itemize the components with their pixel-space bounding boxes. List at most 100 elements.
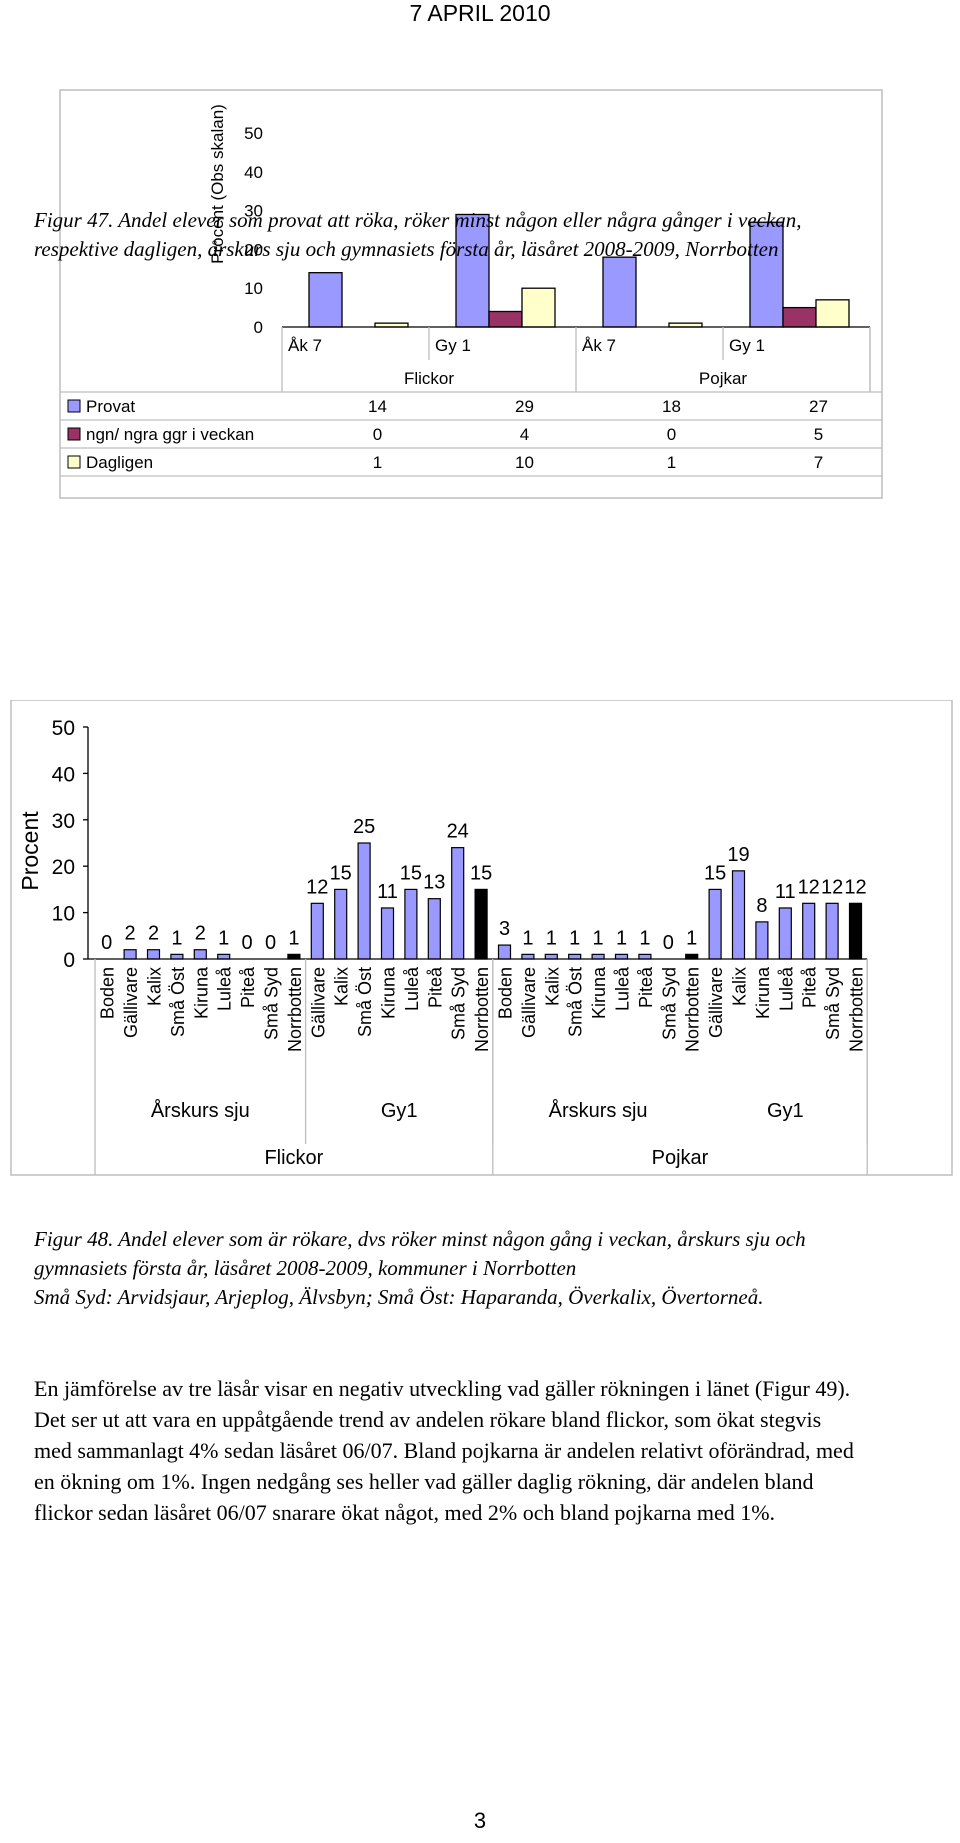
- figure-48-bar: [755, 921, 769, 960]
- figure-48-x-tick: Luleå: [215, 966, 235, 1011]
- figure-48-group-label: Flickor: [264, 1147, 323, 1169]
- figure-48-x-tick: Piteå: [425, 966, 445, 1008]
- figure-48-bar: [217, 953, 231, 960]
- figure-48-x-tick: Norrbotten: [683, 967, 703, 1052]
- figure-47-x-tick: Åk 7: [288, 336, 322, 355]
- figure-47-table-value: 27: [809, 397, 828, 416]
- figure-48-bar: [474, 888, 488, 960]
- figure-47-y-tick: 20: [244, 240, 263, 259]
- figure-47-frame: [59, 89, 883, 499]
- figure-48-bar: [731, 870, 746, 960]
- figure-48-data-label: 2: [125, 923, 136, 945]
- figure-47-y-tick: 10: [244, 279, 263, 298]
- figure-48-data-label: 15: [400, 862, 422, 884]
- figure-48-x-tick: Gällivare: [519, 967, 539, 1038]
- figure-47-legend-label: Provat: [86, 397, 135, 416]
- figure-47-table-value: 10: [515, 453, 534, 472]
- figure-48-data-label: 19: [727, 844, 749, 866]
- figure-48-bar: [708, 888, 722, 960]
- figure-48-data-label: 1: [522, 927, 533, 949]
- figure-48-x-tick: Kiruna: [191, 966, 211, 1019]
- figure-48-x-tick: Små Syd: [823, 967, 843, 1040]
- figure-48-bar: [802, 902, 816, 960]
- figure-48-x-tick: Små Syd: [449, 967, 469, 1040]
- figure-48-bar: [123, 949, 137, 960]
- figure-48-data-label: 11: [377, 881, 398, 903]
- figure-47-bar: [488, 310, 523, 328]
- figure-48-bar: [825, 902, 839, 960]
- figure-47-y-tick: 0: [254, 318, 263, 337]
- figure-47-table-value: 1: [667, 453, 676, 472]
- figure-48-segment-label: Årskurs sju: [549, 1099, 648, 1122]
- figure-48-caption: Figur 48. Andel elever som är rökare, dv…: [34, 1225, 854, 1312]
- figure-47-table-value: 4: [520, 425, 529, 444]
- figure-48-x-tick: Kalix: [542, 967, 562, 1006]
- figure-48-x-tick: Norrbotten: [472, 967, 492, 1052]
- figure-48-data-label: 15: [330, 862, 352, 884]
- figure-48-data-label: 3: [499, 918, 510, 940]
- figure-48-caption-line-2: Små Syd: Arvidsjaur, Arjeplog, Älvsbyn; …: [34, 1285, 764, 1309]
- figure-48-x-tick: Kalix: [730, 967, 750, 1006]
- body-paragraph: En jämförelse av tre läsår visar en nega…: [34, 1376, 854, 1525]
- figure-48-data-label: 1: [686, 927, 697, 949]
- figure-47-bar: [602, 256, 637, 328]
- figure-47-legend-swatch: [67, 455, 81, 469]
- figure-48-data-label: 0: [101, 932, 112, 954]
- figure-48-bar: [568, 953, 582, 960]
- figure-48-bar: [614, 953, 629, 960]
- figure-48-x-tick: Små Syd: [262, 967, 282, 1040]
- figure-48-bar: [404, 888, 418, 960]
- figure-48-data-label: 2: [195, 923, 206, 945]
- figure-48-bar: [638, 953, 652, 960]
- figure-48-x-tick: Piteå: [800, 966, 820, 1008]
- figure-48-bar: [357, 842, 371, 960]
- figure-47-group-label: Pojkar: [699, 369, 748, 388]
- figure-48-bar: [334, 888, 348, 960]
- figure-47-legend-swatch: [67, 427, 81, 441]
- figure-48-data-label: 24: [447, 821, 469, 843]
- figure-47-table-value: 1: [373, 453, 382, 472]
- figure-48-x-tick: Luleå: [776, 966, 796, 1011]
- figure-47-x-tick: Gy 1: [729, 336, 765, 355]
- figure-48-data-label: 13: [423, 872, 445, 894]
- figure-47-table-value: 0: [373, 425, 382, 444]
- figure-48-x-tick: Kalix: [332, 967, 352, 1006]
- figure-48-data-label: 1: [171, 927, 182, 949]
- figure-48-data-label: 12: [821, 876, 843, 898]
- figure-48-x-tick: Boden: [496, 967, 516, 1019]
- figure-47-group-label: Flickor: [404, 369, 454, 388]
- figure-48-x-tick: Norrbotten: [285, 967, 305, 1052]
- figure-48-bar: [170, 953, 184, 960]
- figure-48-y-axis-label: Procent: [17, 811, 43, 891]
- figure-48-x-tick: Boden: [98, 967, 118, 1019]
- figure-48-x-tick: Små Öst: [566, 967, 586, 1037]
- figure-47-bar: [782, 306, 817, 328]
- figure-48-x-tick: Kalix: [145, 967, 165, 1006]
- figure-48-data-label: 12: [306, 876, 328, 898]
- figure-48-data-label: 11: [775, 881, 796, 903]
- figure-48-bar: [848, 902, 863, 960]
- figure-47-caption: Figur 47. Andel elever som provat att rö…: [34, 208, 802, 261]
- figure-48-data-label: 1: [639, 927, 650, 949]
- figure-48-data-label: 15: [704, 862, 726, 884]
- page-number: 3: [473, 1808, 487, 1833]
- figure-48-segment-label: Gy1: [381, 1100, 418, 1122]
- figure-48-y-tick: 10: [52, 903, 75, 926]
- figure-47-bar: [308, 272, 343, 328]
- figure-47-table-value: 7: [814, 453, 823, 472]
- figure-48-bar: [310, 902, 324, 960]
- figure-47-y-tick: 30: [244, 202, 263, 221]
- figure-48-x-tick: Kiruna: [589, 966, 609, 1019]
- figure-48-x-tick: Små Syd: [659, 967, 679, 1040]
- figure-48-x-tick: Piteå: [636, 966, 656, 1008]
- figure-47-x-tick: Gy 1: [435, 336, 471, 355]
- figure-48-data-label: 12: [798, 876, 820, 898]
- figure-48-data-label: 1: [616, 927, 627, 949]
- figure-48-segment-label: Årskurs sju: [151, 1099, 250, 1122]
- figure-48-data-label: 1: [569, 927, 580, 949]
- figure-47-y-axis-label: Procent (Obs skalan): [208, 104, 227, 264]
- figure-47-bar: [521, 287, 556, 328]
- figure-48-bar: [497, 944, 512, 960]
